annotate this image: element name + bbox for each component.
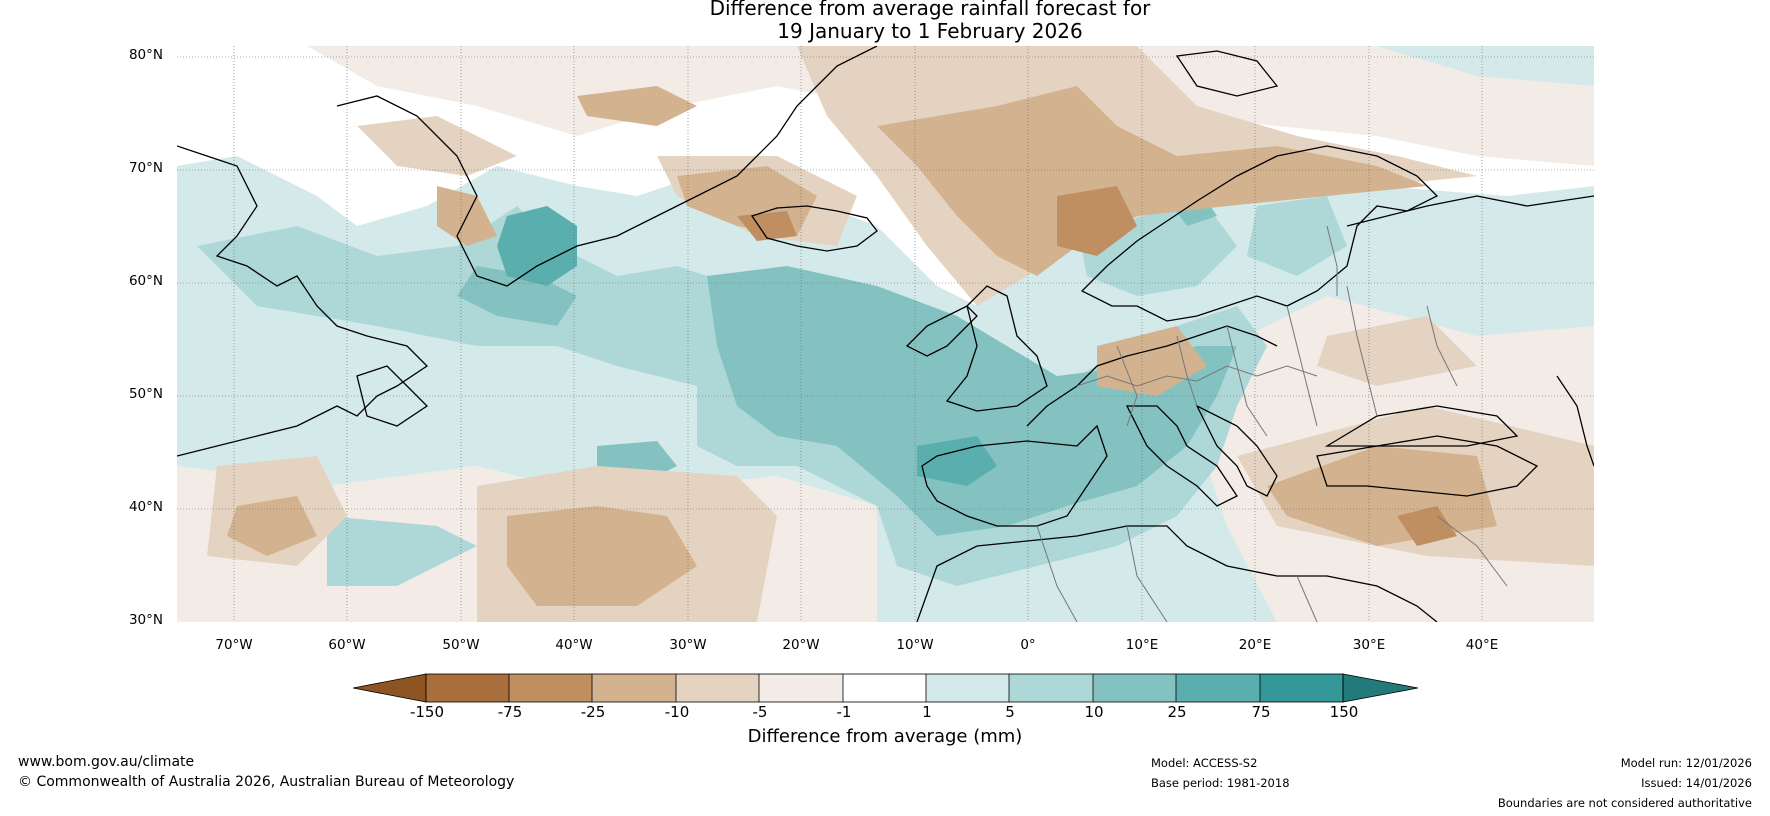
colorbar-tick: -75: [497, 703, 523, 721]
colorbar-tick: -1: [836, 703, 852, 721]
lon-label-10w: 10°W: [896, 637, 934, 653]
base-period-text: Base period: 1981-2018: [1151, 776, 1290, 790]
lon-label-30w: 30°W: [669, 637, 707, 653]
colorbar-tick: 10: [1084, 703, 1104, 721]
lon-label-50w: 50°W: [442, 637, 480, 653]
coastlines: [177, 46, 1594, 622]
lat-label-40n: 40°N: [128, 499, 163, 515]
lon-label-40e: 40°E: [1465, 637, 1499, 653]
model-run-text: Model run: 12/01/2026: [1620, 756, 1752, 770]
lat-label-70n: 70°N: [128, 160, 163, 176]
copyright-text: © Commonwealth of Australia 2026, Austra…: [18, 774, 515, 790]
colorbar-extend-low: [353, 673, 427, 703]
lon-label-60w: 60°W: [328, 637, 366, 653]
map-title: Difference from average rainfall forecas…: [0, 0, 1770, 43]
colorbar-tick: 1: [922, 703, 932, 721]
colorbar-extend-high: [1342, 673, 1418, 703]
wet-region-very-strong: [497, 206, 577, 286]
dry-region-strong: [877, 86, 1427, 276]
issued-text: Issued: 14/01/2026: [1641, 776, 1752, 790]
title-line-1: Difference from average rainfall forecas…: [709, 0, 1151, 20]
wet-region-strong: [707, 266, 1237, 536]
lat-label-50n: 50°N: [128, 386, 163, 402]
lon-label-20w: 20°W: [782, 637, 820, 653]
colorbar-tick: -5: [752, 703, 768, 721]
colorbar-label: Difference from average (mm): [747, 726, 1023, 747]
colorbar-bin-10: [1176, 674, 1260, 702]
graticule: [177, 46, 1594, 622]
colorbar-bin-8: [1009, 674, 1093, 702]
colorbar-tick: 75: [1251, 703, 1271, 721]
colorbar-tick: -10: [664, 703, 690, 721]
colorbar-bin-6: [843, 674, 926, 702]
colorbar-bin-11: [1260, 674, 1343, 702]
lat-label-30n: 30°N: [128, 612, 163, 628]
disclaimer-text: Boundaries are not considered authoritat…: [1497, 796, 1752, 810]
colorbar-tick: 5: [1005, 703, 1015, 721]
colorbar-tick: 25: [1167, 703, 1187, 721]
colorbar-tick: -150: [409, 703, 445, 721]
title-line-2: 19 January to 1 February 2026: [777, 19, 1083, 43]
colorbar-bin-7: [926, 674, 1009, 702]
country-borders: [1036, 225, 1508, 622]
colorbar-tick: -25: [580, 703, 606, 721]
lon-label-70w: 70°W: [215, 637, 253, 653]
lat-label-80n: 80°N: [128, 47, 163, 63]
colorbar-bin-4: [676, 674, 759, 702]
lat-label-60n: 60°N: [128, 273, 163, 289]
colorbar-tick: 150: [1329, 703, 1359, 721]
colorbar-bin-5: [759, 674, 843, 702]
lon-label-40w: 40°W: [555, 637, 593, 653]
colorbar: [353, 673, 1418, 703]
lon-label-10e: 10°E: [1125, 637, 1159, 653]
rainfall-anomaly-map: [177, 46, 1594, 622]
lon-label-0: 0°: [1020, 637, 1036, 653]
lon-label-20e: 20°E: [1238, 637, 1272, 653]
colorbar-bin-1: [426, 674, 509, 702]
website-link[interactable]: www.bom.gov.au/climate: [18, 754, 195, 770]
model-text: Model: ACCESS-S2: [1151, 756, 1258, 770]
colorbar-bin-3: [592, 674, 676, 702]
lon-label-30e: 30°E: [1352, 637, 1386, 653]
colorbar-bin-2: [509, 674, 592, 702]
colorbar-bin-9: [1093, 674, 1176, 702]
